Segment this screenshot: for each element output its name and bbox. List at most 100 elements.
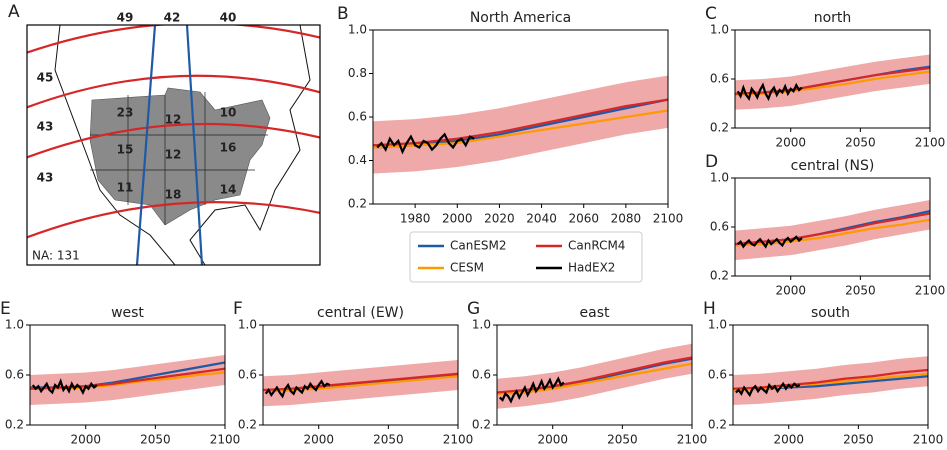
map-frame	[26, 24, 321, 266]
y-tick-label: 1.0	[708, 318, 727, 332]
chart-title: North America	[470, 10, 571, 26]
region-label: 10	[220, 106, 237, 120]
meridian-label: 40	[220, 11, 237, 25]
y-tick-label: 0.6	[472, 368, 491, 382]
series-line	[497, 356, 692, 394]
y-tick-label: 0.6	[710, 220, 729, 234]
region-label: 11	[117, 181, 134, 195]
series-line	[264, 379, 331, 399]
meridian-line	[185, 25, 204, 265]
x-tick-label: 2100	[913, 433, 944, 447]
x-tick-label: 2000	[773, 433, 804, 447]
plot-area	[30, 355, 225, 405]
x-tick-label: 2100	[915, 136, 946, 150]
y-tick-label: 0.6	[710, 72, 729, 86]
y-tick-label: 0.4	[348, 153, 367, 167]
y-tick-label: 0.2	[348, 197, 367, 211]
x-tick-label: 2000	[303, 433, 334, 447]
y-tick-label: 0.8	[348, 66, 367, 80]
x-tick-label: 2050	[373, 433, 404, 447]
chart-title: central (EW)	[317, 305, 404, 321]
series-line	[737, 235, 803, 249]
plot-area	[263, 360, 458, 407]
parallel-label: 43	[37, 120, 54, 134]
region-label: 14	[220, 183, 237, 197]
x-tick-label: 2050	[607, 433, 638, 447]
parallel-label: 45	[37, 71, 54, 85]
chart-title: north	[814, 10, 852, 26]
series-line	[31, 378, 98, 395]
parallel-line	[27, 122, 320, 159]
panel-letter: B	[337, 4, 349, 24]
y-tick-label: 1.0	[710, 23, 729, 37]
meridian-label: 42	[164, 11, 181, 25]
x-tick-label: 2060	[568, 212, 599, 226]
panel-letter: H	[703, 299, 716, 319]
region-label: 16	[220, 141, 237, 155]
region-label: 12	[165, 148, 182, 162]
x-tick-label: 2000	[537, 433, 568, 447]
chart-title: east	[580, 305, 610, 321]
x-tick-label: 2050	[845, 136, 876, 150]
y-tick-label: 1.0	[238, 318, 257, 332]
grid-region	[89, 87, 271, 226]
y-tick-label: 0.2	[5, 418, 24, 432]
panel-letter: C	[705, 4, 717, 24]
map-body	[27, 25, 320, 265]
legend-label: CanRCM4	[568, 239, 625, 253]
series-line	[736, 82, 803, 102]
series-line	[735, 381, 801, 398]
x-tick-label: 2040	[526, 212, 557, 226]
y-tick-label: 1.0	[710, 171, 729, 185]
legend-label: CESM	[450, 261, 484, 275]
y-tick-label: 0.6	[708, 368, 727, 382]
plot-area	[735, 54, 930, 110]
parallel-line	[27, 201, 320, 239]
x-tick-label: 2050	[845, 284, 876, 298]
x-tick-label: 2000	[775, 284, 806, 298]
panel-letter: A	[8, 2, 20, 22]
y-tick-label: 0.2	[708, 418, 727, 432]
y-tick-label: 0.2	[710, 121, 729, 135]
y-tick-label: 1.0	[5, 318, 24, 332]
x-tick-label: 2020	[484, 212, 515, 226]
x-tick-label: 2100	[653, 212, 684, 226]
legend-label: HadEX2	[568, 261, 615, 275]
x-tick-label: 2000	[775, 136, 806, 150]
legend-box	[409, 231, 643, 283]
chart-title: south	[811, 305, 850, 321]
region-label: 18	[165, 188, 182, 202]
x-tick-label: 1980	[400, 212, 431, 226]
panel-letter: D	[705, 152, 718, 172]
y-tick-label: 0.6	[238, 368, 257, 382]
spread-band	[373, 75, 668, 174]
y-tick-label: 1.0	[348, 23, 367, 37]
chart-title: central (NS)	[791, 158, 875, 174]
plot-area	[497, 343, 692, 409]
x-tick-label: 2050	[843, 433, 874, 447]
x-tick-label: 2050	[140, 433, 171, 447]
y-tick-label: 0.2	[710, 269, 729, 283]
y-tick-label: 0.2	[472, 418, 491, 432]
plot-area	[733, 356, 928, 405]
meridian-label: 49	[117, 11, 134, 25]
parallel-line	[27, 74, 320, 109]
spread-band	[497, 343, 692, 409]
panel-letter: E	[0, 299, 11, 319]
series-line	[376, 132, 475, 155]
x-tick-label: 2000	[70, 433, 101, 447]
y-tick-label: 1.0	[472, 318, 491, 332]
x-tick-label: 2000	[442, 212, 473, 226]
series-line	[733, 372, 928, 392]
map-note: NA: 131	[32, 249, 80, 263]
parallel-label: 43	[37, 171, 54, 185]
x-tick-label: 2100	[443, 433, 474, 447]
series-line	[733, 368, 928, 390]
region-label: 12	[165, 113, 182, 127]
plot-area	[735, 200, 930, 261]
y-tick-label: 0.6	[5, 368, 24, 382]
x-tick-label: 2100	[677, 433, 708, 447]
chart-title: west	[111, 305, 144, 321]
x-tick-label: 2100	[915, 284, 946, 298]
